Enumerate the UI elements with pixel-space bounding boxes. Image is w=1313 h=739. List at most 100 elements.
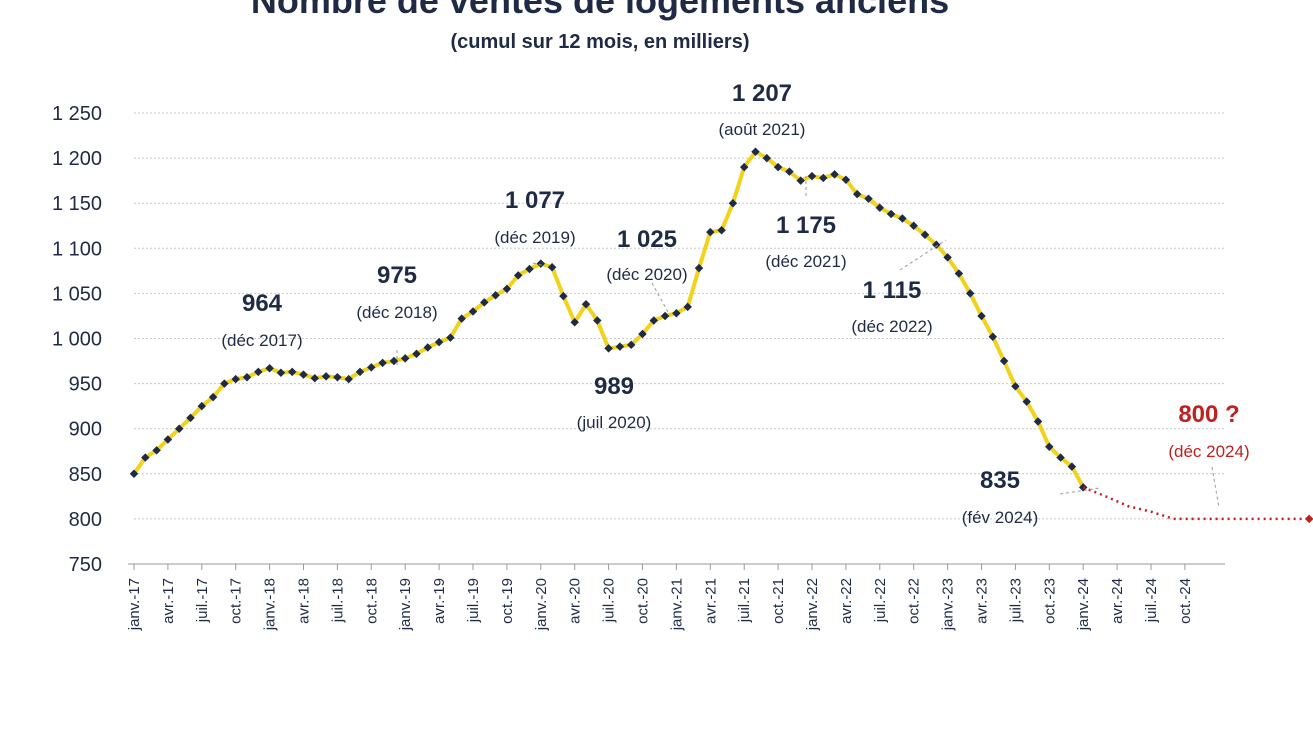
y-tick-label: 750 — [69, 554, 102, 576]
data-point — [400, 354, 410, 363]
x-tick-label: janv.-22 — [804, 578, 821, 631]
data-point — [242, 373, 252, 382]
data-point — [197, 401, 207, 411]
x-tick-label: avr.-20 — [567, 578, 584, 624]
data-point — [389, 356, 399, 366]
data-point — [480, 298, 489, 307]
data-point — [502, 284, 512, 294]
annotation-date: (déc 2018) — [356, 303, 437, 322]
annotation-value: 989 — [594, 373, 634, 400]
annotation-value: 1 025 — [617, 226, 677, 253]
x-tick-label: oct.-23 — [1041, 578, 1058, 624]
data-point — [638, 329, 647, 339]
data-point — [660, 311, 670, 321]
data-point — [672, 309, 681, 318]
x-tick-label: juil.-18 — [329, 578, 346, 623]
data-point — [287, 367, 297, 377]
y-tick-label: 1 250 — [52, 103, 102, 125]
data-point — [513, 271, 523, 280]
data-point — [152, 446, 161, 455]
data-point — [367, 363, 376, 372]
x-tick-label: oct.-22 — [906, 578, 923, 624]
data-point — [468, 307, 478, 316]
data-point — [378, 358, 387, 368]
data-point — [423, 343, 433, 352]
data-point — [593, 316, 602, 325]
x-tick-label: janv.-21 — [668, 578, 685, 631]
data-point — [965, 289, 975, 298]
data-point — [525, 264, 534, 274]
annotation-value: 1 115 — [863, 277, 922, 304]
data-point — [649, 316, 659, 325]
data-point — [310, 373, 320, 383]
data-point — [434, 337, 444, 347]
data-point — [446, 333, 455, 342]
x-tick-label: avr.-18 — [296, 578, 313, 624]
annotation-value: 1 077 — [505, 187, 565, 214]
x-tick-label: avr.-23 — [974, 578, 991, 624]
x-tick-label: juil.-19 — [465, 578, 482, 623]
annotation-date: (déc 2024) — [1168, 442, 1249, 461]
data-point — [547, 262, 557, 272]
x-tick-label: avr.-22 — [838, 578, 855, 624]
data-point — [141, 453, 150, 462]
data-point — [581, 299, 591, 309]
x-tick-label: avr.-21 — [702, 578, 719, 624]
annotation-date: (déc 2019) — [494, 228, 575, 247]
x-tick-label: janv.-17 — [126, 578, 143, 631]
x-tick-label: oct.-19 — [499, 578, 516, 624]
data-point — [333, 373, 342, 382]
data-point — [231, 374, 240, 384]
data-point — [355, 367, 365, 377]
data-point — [321, 372, 331, 381]
data-point — [1067, 462, 1077, 471]
annotation-value: 835 — [980, 467, 1020, 494]
x-tick-label: janv.-20 — [533, 578, 550, 631]
data-point — [1033, 417, 1043, 426]
y-tick-label: 1 050 — [52, 283, 102, 305]
x-tick-label: oct.-18 — [363, 578, 380, 624]
x-tick-label: oct.-17 — [228, 578, 245, 624]
data-point — [536, 259, 546, 268]
annotation-leader — [1059, 487, 1101, 495]
data-point — [683, 302, 692, 312]
annotation-date: (août 2021) — [719, 120, 806, 139]
y-tick-label: 1 100 — [52, 238, 102, 260]
x-tick-label: oct.-20 — [635, 578, 652, 624]
annotation-value: 1 207 — [732, 80, 792, 107]
data-point — [615, 342, 625, 351]
annotation-value: 975 — [377, 262, 417, 289]
data-point — [1011, 382, 1020, 391]
annotation-leader — [651, 282, 669, 313]
data-point — [491, 290, 500, 300]
data-point — [299, 370, 308, 379]
x-tick-label: juil.-24 — [1143, 578, 1160, 623]
y-tick-label: 800 — [69, 509, 102, 531]
annotation-date: (déc 2017) — [221, 331, 302, 350]
x-tick-label: juil.-22 — [872, 578, 889, 623]
data-point — [626, 340, 636, 350]
data-point — [1056, 453, 1065, 462]
data-point — [412, 349, 421, 359]
y-tick-label: 900 — [69, 419, 102, 441]
data-point — [129, 469, 139, 479]
annotation-date: (déc 2021) — [765, 252, 846, 271]
x-tick-label: juil.-23 — [1007, 578, 1024, 623]
data-point — [559, 291, 568, 301]
annotation-value: 800 ? — [1178, 401, 1239, 428]
series-line-forecast — [1082, 486, 1310, 521]
data-point — [999, 356, 1009, 366]
annotation-date: (fév 2024) — [962, 508, 1039, 527]
data-point — [186, 413, 195, 423]
annotation-date: (juil 2020) — [577, 413, 652, 432]
data-point — [694, 263, 704, 273]
y-tick-label: 850 — [69, 464, 102, 486]
data-point — [457, 314, 466, 323]
data-point — [163, 435, 173, 444]
annotation-value: 964 — [242, 290, 283, 317]
data-point — [174, 424, 184, 433]
data-point — [954, 269, 964, 278]
x-tick-label: avr.-24 — [1109, 578, 1126, 624]
data-point — [570, 318, 579, 327]
